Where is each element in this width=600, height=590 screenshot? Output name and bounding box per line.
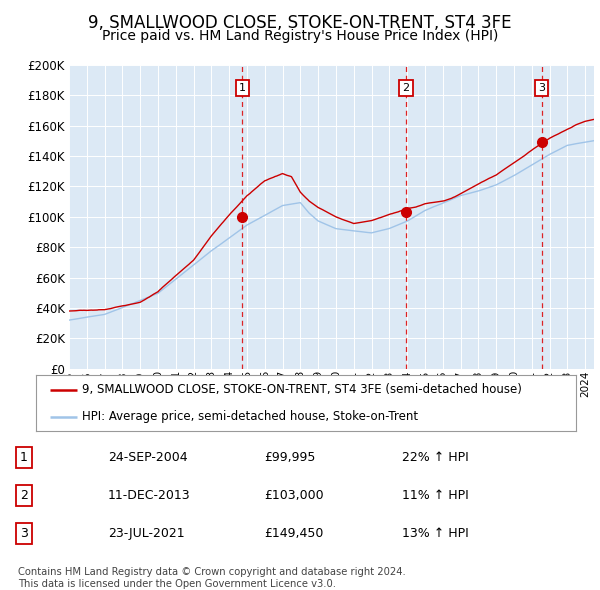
Text: 24-SEP-2004: 24-SEP-2004 — [108, 451, 188, 464]
Text: 13% ↑ HPI: 13% ↑ HPI — [402, 527, 469, 540]
Text: 11-DEC-2013: 11-DEC-2013 — [108, 489, 191, 502]
Text: 9, SMALLWOOD CLOSE, STOKE-ON-TRENT, ST4 3FE (semi-detached house): 9, SMALLWOOD CLOSE, STOKE-ON-TRENT, ST4 … — [82, 384, 522, 396]
Text: £149,450: £149,450 — [264, 527, 323, 540]
Text: 22% ↑ HPI: 22% ↑ HPI — [402, 451, 469, 464]
Text: £99,995: £99,995 — [264, 451, 316, 464]
Text: 1: 1 — [20, 451, 28, 464]
Text: 3: 3 — [538, 83, 545, 93]
Text: £103,000: £103,000 — [264, 489, 323, 502]
Text: 11% ↑ HPI: 11% ↑ HPI — [402, 489, 469, 502]
Text: 1: 1 — [239, 83, 245, 93]
Text: Contains HM Land Registry data © Crown copyright and database right 2024.
This d: Contains HM Land Registry data © Crown c… — [18, 567, 406, 589]
Text: Price paid vs. HM Land Registry's House Price Index (HPI): Price paid vs. HM Land Registry's House … — [102, 29, 498, 43]
Text: 9, SMALLWOOD CLOSE, STOKE-ON-TRENT, ST4 3FE: 9, SMALLWOOD CLOSE, STOKE-ON-TRENT, ST4 … — [88, 14, 512, 32]
Text: HPI: Average price, semi-detached house, Stoke-on-Trent: HPI: Average price, semi-detached house,… — [82, 410, 418, 423]
Text: 3: 3 — [20, 527, 28, 540]
Text: 23-JUL-2021: 23-JUL-2021 — [108, 527, 185, 540]
Text: 2: 2 — [20, 489, 28, 502]
Text: 2: 2 — [403, 83, 410, 93]
